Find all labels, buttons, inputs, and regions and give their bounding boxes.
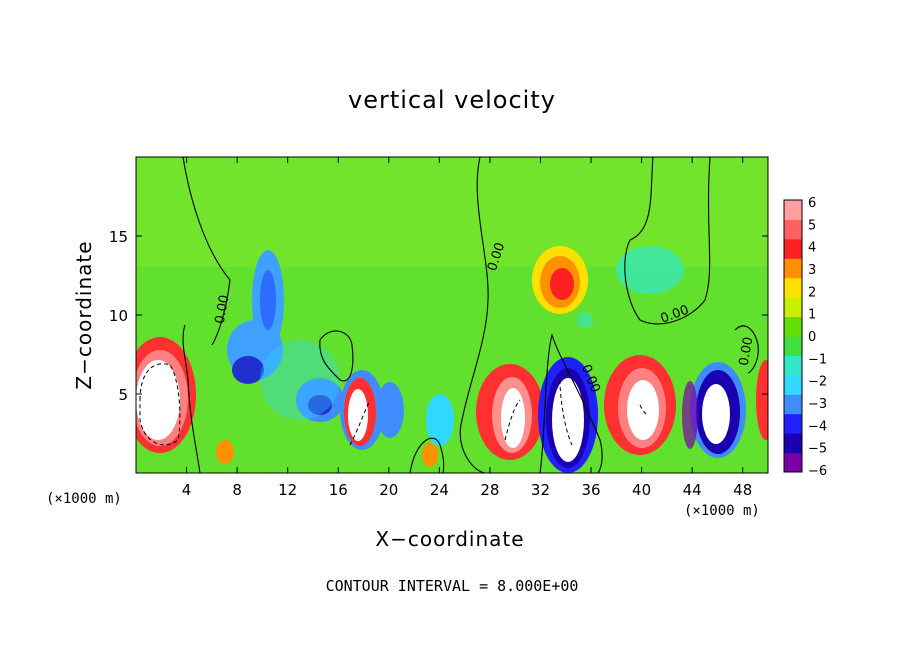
field-blob: [260, 270, 276, 330]
x-tick-label: 16: [329, 481, 348, 499]
field-blob: [348, 389, 368, 441]
field-blob: [627, 380, 659, 440]
colorbar-tick-label: 3: [808, 263, 816, 278]
heatmap-field: [136, 157, 768, 473]
colorbar-swatch: [784, 297, 802, 318]
colorbar-tick-label: 0: [808, 330, 816, 345]
y-tick-label: 5: [118, 386, 128, 404]
field-blob: [260, 340, 340, 420]
field-blob: [682, 381, 698, 449]
x-tick-label: 40: [632, 481, 651, 499]
field-blob: [501, 388, 525, 448]
colorbar-swatch: [784, 394, 802, 415]
x-unit-label-right: (×1000 m): [684, 503, 760, 519]
zero-contour-line: [182, 157, 231, 346]
zero-contours: 0.000.000.000.000.00: [139, 157, 759, 473]
colorbar: 6 5 4 3 2 1 0 −1 −2 −3 −4 −5 −6: [783, 196, 827, 479]
x-tick-label: 28: [480, 481, 499, 499]
field-blob: [308, 395, 332, 415]
colorbar-tick-label: 1: [808, 308, 816, 323]
colorbar-frame: [783, 199, 803, 473]
colorbar-swatch: [784, 316, 802, 337]
x-axis-label: X−coordinate: [375, 527, 525, 551]
x-tick-label: 8: [232, 481, 242, 499]
colorbar-swatch: [784, 258, 802, 279]
x-tick-label: 20: [379, 481, 398, 499]
field-blob: [232, 356, 264, 384]
colorbar-tick-label: −4: [808, 419, 827, 434]
colorbar-tick-label: 6: [808, 196, 816, 211]
contour-label: 0.00: [213, 294, 233, 325]
colorbar-swatch: [784, 219, 802, 240]
x-axis-ticks: 4 8 12 16 20 24 28 32 36 40 44 48: [182, 157, 752, 499]
x-tick-label: 12: [278, 481, 297, 499]
colorbar-tick-label: −1: [808, 352, 827, 367]
zero-contour-line: [459, 157, 489, 473]
colorbar-tick-label: −2: [808, 375, 827, 390]
y-tick-label: 10: [109, 307, 128, 325]
colorbar-swatch: [784, 452, 802, 473]
y-axis-ticks: 5 10 15: [109, 228, 768, 404]
zero-contour-line: [409, 437, 445, 473]
colorbar-swatch: [784, 238, 802, 259]
field-blob: [136, 360, 180, 440]
zero-contour-line: [624, 157, 711, 325]
contour-line-dashed: [639, 404, 649, 417]
field-blob: [550, 268, 574, 300]
x-tick-label: 48: [733, 481, 752, 499]
zero-contour-line: [539, 333, 603, 473]
y-axis-label: Z−coordinate: [72, 240, 96, 390]
y-tick-label: 15: [109, 228, 128, 246]
colorbar-swatch: [784, 355, 802, 376]
x-tick-label: 4: [182, 481, 192, 499]
x-tick-label: 36: [581, 481, 600, 499]
x-unit-label-left: (×1000 m): [46, 491, 122, 507]
colorbar-swatch: [784, 200, 802, 220]
zero-contour-line: [734, 325, 759, 374]
colorbar-tick-label: 2: [808, 285, 816, 300]
colorbar-tick-label: −6: [808, 464, 827, 479]
colorbar-swatch: [784, 336, 802, 356]
contour-interval-note: CONTOUR INTERVAL = 8.000E+00: [325, 577, 579, 595]
field-blob: [552, 378, 584, 462]
colorbar-tick-label: 4: [808, 241, 816, 256]
x-tick-label: 32: [531, 481, 550, 499]
zero-contour-line: [182, 324, 201, 473]
colorbar-tick-label: 5: [808, 218, 816, 233]
field-blob: [702, 384, 730, 444]
field-blob: [216, 440, 234, 464]
zero-contour-line: [319, 330, 354, 382]
colorbar-tick-label: −5: [808, 442, 827, 457]
field-blob: [756, 360, 768, 440]
x-tick-label: 24: [430, 481, 449, 499]
x-tick-label: 44: [683, 481, 702, 499]
field-blob: [426, 394, 454, 446]
field-blob: [616, 246, 684, 294]
colorbar-swatch: [784, 277, 802, 298]
colorbar-swatch: [784, 433, 802, 454]
chart-title: vertical velocity: [348, 86, 556, 114]
contour-label: 0.00: [737, 336, 757, 367]
field-blob: [577, 312, 593, 328]
colorbar-tick-label: −3: [808, 397, 827, 412]
colorbar-swatch: [784, 374, 802, 395]
field-blob: [422, 443, 438, 467]
field-blob: [376, 382, 404, 438]
colorbar-swatch: [784, 413, 802, 434]
field-upper-tint: [136, 157, 768, 267]
